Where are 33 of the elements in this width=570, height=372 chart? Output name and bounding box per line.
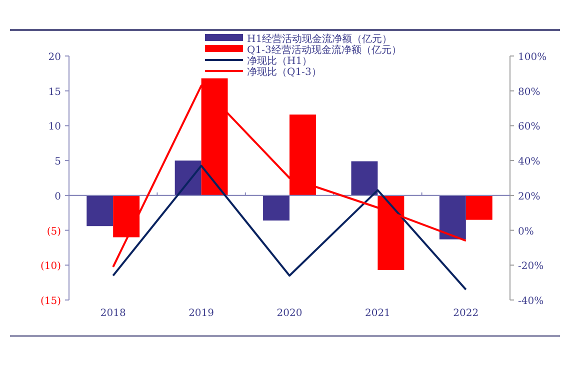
- y2-tick-label: 80%: [518, 86, 540, 98]
- y-tick-label: (5): [46, 226, 62, 238]
- y2-tick-label: 20%: [518, 191, 540, 202]
- y-tick-label: (10): [40, 261, 62, 272]
- legend-label: H1经营活动现金流净额（亿元）: [247, 33, 392, 45]
- y2-tick-label: 60%: [518, 122, 540, 133]
- y-tick-label: 5: [54, 156, 61, 168]
- x-tick-label: 2020: [276, 308, 302, 319]
- line-series: [112, 164, 467, 291]
- y-tick-label: 15: [48, 86, 61, 98]
- x-tick-label: 2018: [100, 308, 126, 319]
- bar: [290, 114, 316, 196]
- y-tick-label: 0: [54, 191, 61, 202]
- bar: [466, 195, 492, 220]
- y2-tick-label: -20%: [518, 261, 544, 272]
- x-tick-label: 2021: [364, 308, 390, 319]
- y-tick-label: 10: [48, 122, 61, 133]
- y-tick-label: 20: [48, 52, 61, 63]
- y2-tick-label: 40%: [518, 156, 540, 168]
- bar: [263, 195, 290, 221]
- legend-label: 净现比（H1）: [247, 55, 312, 67]
- y2-tick-label: -40%: [518, 296, 544, 307]
- y2-tick-label: 0%: [518, 226, 534, 238]
- legend-label: Q1-3经营活动现金流净额（亿元）: [247, 44, 402, 56]
- x-tick-label: 2019: [188, 308, 214, 319]
- x-tick-label: 2022: [453, 308, 479, 319]
- bar: [86, 195, 114, 226]
- y-tick-label: (15): [40, 296, 62, 307]
- bar: [351, 161, 378, 196]
- y2-tick-label: 100%: [518, 52, 547, 63]
- bar: [174, 160, 202, 196]
- legend-label: 净现比（Q1-3）: [247, 66, 322, 78]
- bar: [439, 195, 466, 240]
